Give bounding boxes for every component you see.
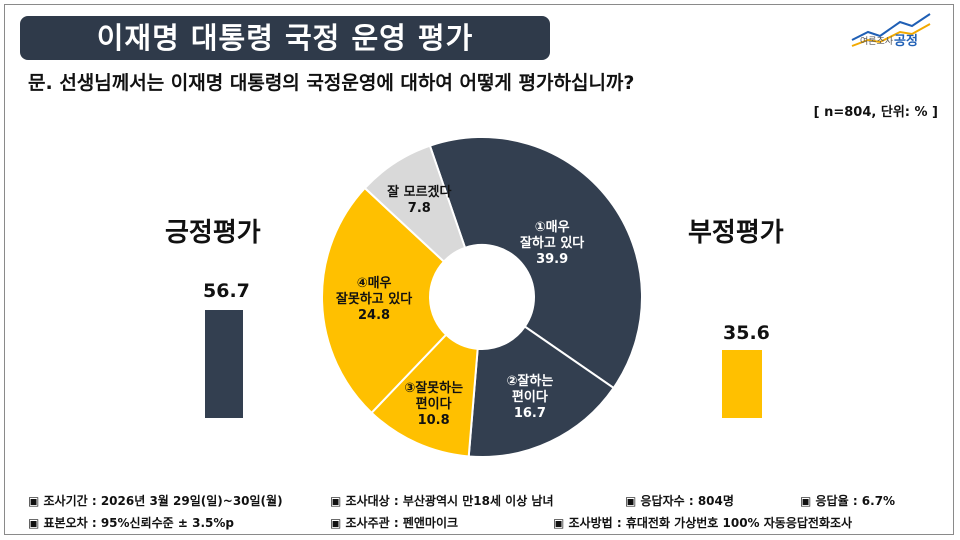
survey-question: 문. 선생님께서는 이재명 대통령의 국정운영에 대하여 어떻게 평가하십니까? <box>28 72 635 94</box>
logo-text-brand: 공정 <box>894 34 918 49</box>
positive-bar <box>205 310 243 418</box>
slide-frame <box>4 4 954 535</box>
negative-label: 부정평가 <box>688 218 784 248</box>
slice-label: ①매우 잘하고 있다 39.9 <box>497 220 607 268</box>
negative-bar <box>722 350 762 418</box>
logo-graph-icon <box>851 13 931 47</box>
slice-name: 편이다 <box>511 390 548 406</box>
slice-label: ②잘하는 편이다 16.7 <box>475 374 585 422</box>
logo-text-small: 여론조사 <box>860 37 894 47</box>
pollster-logo: 여론조사 공정 <box>846 10 938 52</box>
positive-value: 56.7 <box>203 280 250 302</box>
footer-respondents: ▣ 응답자수 : 804명 <box>625 494 734 508</box>
slice-name: 잘하고 있다 <box>519 235 585 251</box>
footer-sampling-error: ▣ 표본오차 : 95%신뢰수준 ± 3.5%p <box>28 516 234 530</box>
footer-response-rate: ▣ 응답율 : 6.7% <box>800 494 896 508</box>
negative-value: 35.6 <box>723 322 770 344</box>
positive-label: 긍정평가 <box>165 218 261 248</box>
donut-slice <box>363 144 467 264</box>
slice-name: 잘 모르겠다 <box>387 184 452 200</box>
slice-label: ③잘못하는 편이다 10.8 <box>379 381 489 429</box>
slice-name: ④매우 <box>356 276 392 292</box>
footer-survey-period: ▣ 조사기간 : 2026년 3월 29일(일)~30일(월) <box>28 494 283 508</box>
footer-survey-target: ▣ 조사대상 : 부산광역시 만18세 이상 남녀 <box>330 494 554 508</box>
slice-name: ①매우 <box>534 219 570 235</box>
sample-note: [ n=804, 단위: % ] <box>813 105 938 120</box>
footer-method: ▣ 조사방법 : 휴대전화 가상번호 100% 자동응답전화조사 <box>553 516 853 530</box>
slice-value: 39.9 <box>536 251 569 267</box>
donut-slice <box>428 136 643 390</box>
slice-name: 편이다 <box>415 396 452 412</box>
donut-slice <box>370 333 479 458</box>
slice-value: 7.8 <box>407 200 431 216</box>
slice-name: ②잘하는 <box>506 374 554 390</box>
slice-value: 10.8 <box>417 412 450 428</box>
slice-name: ③잘못하는 <box>404 380 464 396</box>
slice-value: 24.8 <box>358 308 391 324</box>
donut-slice <box>467 325 616 458</box>
footer-organizer: ▣ 조사주관 : 펜앤마이크 <box>330 516 459 530</box>
slice-label: ④매우 잘못하고 있다 24.8 <box>319 276 429 324</box>
slice-name: 잘못하고 있다 <box>335 292 413 308</box>
donut-slice <box>321 186 448 415</box>
page-title: 이재명 대통령 국정 운영 평가 <box>20 16 550 60</box>
slice-value: 16.7 <box>513 406 546 422</box>
slice-label: 잘 모르겠다 7.8 <box>364 185 474 217</box>
